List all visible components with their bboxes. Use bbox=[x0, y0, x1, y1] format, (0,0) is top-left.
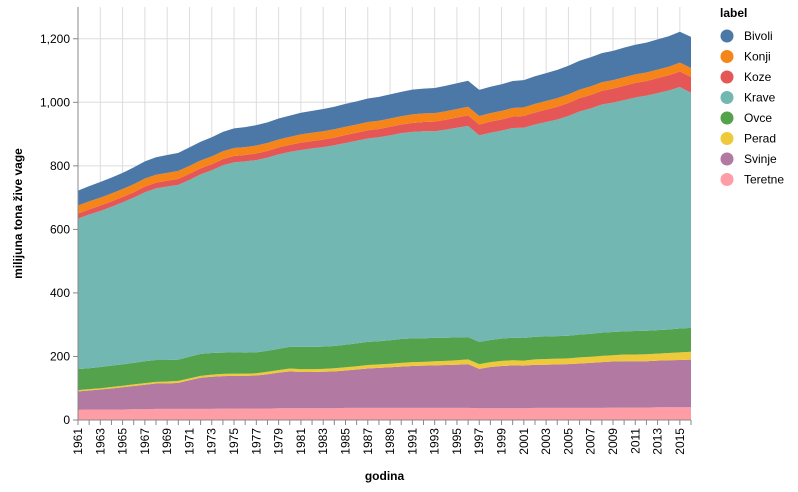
x-tick-label: 1981 bbox=[294, 428, 308, 455]
legend-swatch-koze bbox=[720, 70, 734, 84]
x-tick-label: 1997 bbox=[472, 428, 486, 455]
legend-swatch-bivoli bbox=[720, 29, 734, 43]
x-tick-label: 1985 bbox=[338, 428, 352, 455]
x-tick-label: 2015 bbox=[673, 428, 687, 455]
y-tick-label: 800 bbox=[50, 159, 70, 173]
legend-label-koze: Koze bbox=[744, 70, 772, 84]
legend-swatch-ovce bbox=[720, 111, 734, 125]
legend: label Bivoli Konji Koze Krave Ovce Perad Svinj… bbox=[720, 6, 784, 187]
x-tick-label: 2001 bbox=[517, 428, 531, 455]
x-axis-title: godina bbox=[365, 469, 405, 483]
legend-label-teretne: Teretne bbox=[744, 173, 784, 187]
x-tick-label: 1967 bbox=[138, 428, 152, 455]
legend-swatch-krave bbox=[720, 91, 734, 104]
y-axis-title: milijuna tona žive vage bbox=[11, 148, 25, 279]
legend-swatch-teretne bbox=[720, 173, 734, 186]
x-tick-label: 1961 bbox=[71, 428, 85, 455]
area-series-perad bbox=[78, 351, 691, 392]
x-tick-label: 1999 bbox=[495, 428, 509, 455]
y-tick-label: 400 bbox=[50, 286, 70, 300]
x-tick-label: 2013 bbox=[651, 428, 665, 455]
x-tick-label: 2007 bbox=[584, 428, 598, 455]
legend-swatch-svinje bbox=[720, 152, 734, 166]
y-tick-label: 600 bbox=[50, 222, 70, 236]
x-tick-label: 2003 bbox=[539, 428, 553, 455]
x-tick-label: 1993 bbox=[428, 428, 442, 455]
legend-label-perad: Perad bbox=[744, 132, 776, 146]
x-tick-label: 1963 bbox=[93, 428, 107, 455]
legend-label-konji: Konji bbox=[744, 50, 771, 64]
legend-title: label bbox=[720, 6, 747, 20]
area-series-ovce bbox=[78, 327, 691, 391]
x-tick-label: 2005 bbox=[561, 428, 575, 455]
x-tick-label: 1977 bbox=[249, 428, 263, 455]
area-series-konji bbox=[78, 62, 691, 214]
x-axis-ticks: 1961 1963 1965 1967 1969 1971 1973 1975 1977 1979… bbox=[71, 420, 692, 455]
y-tick-label: 200 bbox=[50, 349, 70, 363]
axes bbox=[77, 7, 691, 421]
x-tick-label: 1973 bbox=[205, 428, 219, 455]
x-tick-label: 1971 bbox=[182, 428, 196, 455]
legend-label-bivoli: Bivoli bbox=[744, 29, 773, 43]
area-series-teretne bbox=[78, 407, 691, 420]
area-series-koze bbox=[78, 71, 691, 219]
y-axis-ticks: 0 200 400 600 800 1,000 1,200 bbox=[40, 32, 78, 427]
x-tick-label: 1983 bbox=[316, 428, 330, 455]
x-tick-label: 1995 bbox=[450, 428, 464, 455]
x-tick-label: 1979 bbox=[272, 428, 286, 455]
legend-label-svinje: Svinje bbox=[744, 152, 777, 166]
area-series-krave bbox=[78, 87, 691, 370]
x-tick-label: 2011 bbox=[628, 428, 642, 454]
area-series-bivoli bbox=[78, 31, 691, 206]
legend-label-ovce: Ovce bbox=[744, 111, 772, 125]
legend-items: Bivoli Konji Koze Krave Ovce Perad Svinje Teret… bbox=[720, 29, 784, 187]
x-tick-label: 1991 bbox=[405, 428, 419, 455]
y-tick-label: 0 bbox=[63, 413, 70, 427]
y-tick-label: 1,000 bbox=[40, 95, 70, 109]
x-tick-label: 1987 bbox=[361, 428, 375, 455]
x-tick-label: 1969 bbox=[160, 428, 174, 455]
x-tick-label: 2009 bbox=[606, 428, 620, 455]
area-layers bbox=[78, 31, 691, 420]
legend-swatch-konji bbox=[720, 50, 734, 63]
area-series-svinje bbox=[78, 359, 691, 410]
x-tick-label: 1989 bbox=[383, 428, 397, 455]
y-tick-label: 1,200 bbox=[40, 32, 70, 46]
legend-label-krave: Krave bbox=[744, 91, 776, 105]
legend-swatch-perad bbox=[720, 132, 734, 145]
x-tick-label: 1975 bbox=[227, 428, 241, 455]
x-tick-label: 1965 bbox=[116, 428, 130, 455]
